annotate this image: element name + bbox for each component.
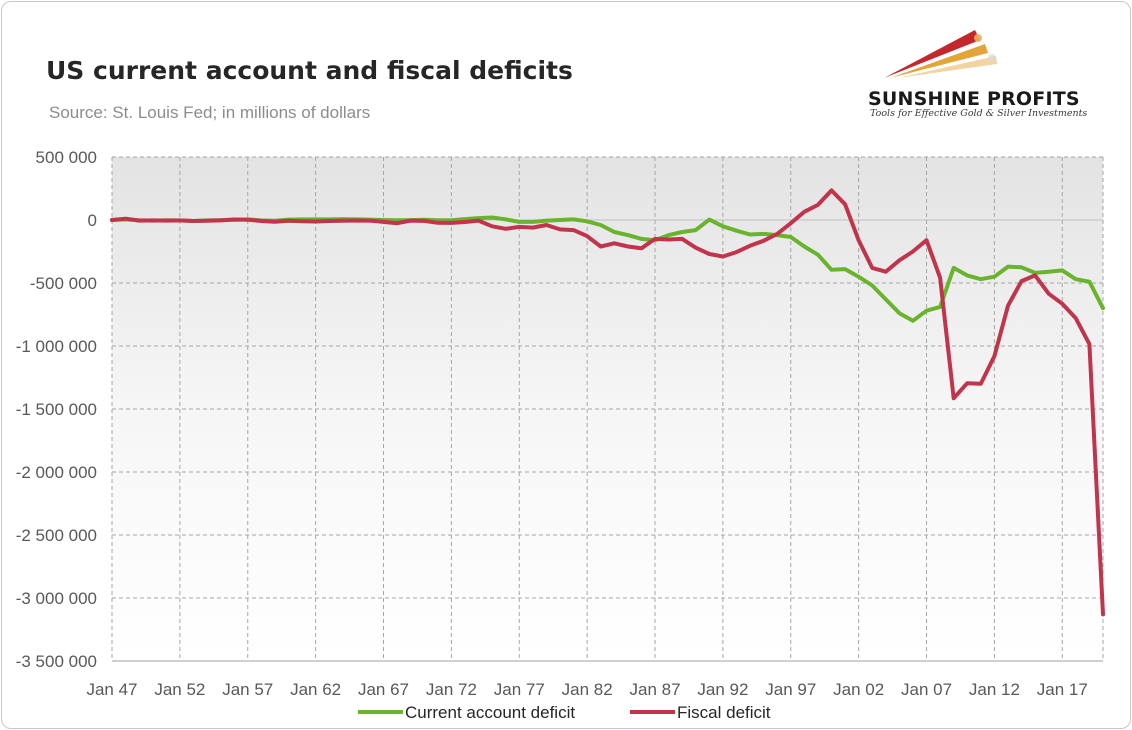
x-tick-label: Jan 62 [290, 680, 341, 699]
logo-tagline: Tools for Effective Gold & Silver Invest… [870, 108, 1088, 119]
x-tick-label: Jan 17 [1037, 680, 1088, 699]
y-tick-label: -2 500 000 [16, 526, 97, 545]
logo-ray-gold [890, 44, 988, 78]
x-tick-label: Jan 07 [901, 680, 952, 699]
x-tick-label: Jan 47 [86, 680, 137, 699]
y-tick-label: -3 500 000 [16, 652, 97, 671]
x-tick-label: Jan 82 [562, 680, 613, 699]
logo-sun-dot [974, 34, 982, 42]
x-tick-label: Jan 77 [494, 680, 545, 699]
y-tick-label: 0 [88, 211, 97, 230]
x-tick-label: Jan 52 [154, 680, 205, 699]
series-line-fiscal [110, 188, 1105, 617]
chart-title: US current account and fiscal deficits [46, 56, 573, 85]
y-tick-label: -1 500 000 [16, 400, 97, 419]
legend-label: Fiscal deficit [677, 703, 771, 722]
logo-sun-dot-2 [988, 54, 996, 62]
x-tick-label: Jan 02 [833, 680, 884, 699]
legend-label: Current account deficit [405, 703, 575, 722]
x-tick-label: Jan 12 [969, 680, 1020, 699]
x-tick-label: Jan 92 [697, 680, 748, 699]
x-tick-label: Jan 87 [629, 680, 680, 699]
x-tick-label: Jan 97 [765, 680, 816, 699]
y-tick-label: 500 000 [36, 148, 97, 167]
x-tick-label: Jan 72 [426, 680, 477, 699]
x-tick-label: Jan 67 [358, 680, 409, 699]
sunshine-profits-logo [884, 30, 997, 78]
y-tick-label: -500 000 [30, 274, 97, 293]
y-tick-label: -2 000 000 [16, 463, 97, 482]
y-tick-label: -1 000 000 [16, 337, 97, 356]
y-tick-label: -3 000 000 [16, 589, 97, 608]
logo-name: SUNSHINE PROFITS [868, 88, 1080, 110]
logo-ray-red [884, 30, 980, 78]
x-tick-label: Jan 57 [222, 680, 273, 699]
logo-ray-light [898, 56, 997, 78]
plot-area [112, 157, 1103, 661]
chart-subtitle: Source: St. Louis Fed; in millions of do… [49, 103, 371, 122]
